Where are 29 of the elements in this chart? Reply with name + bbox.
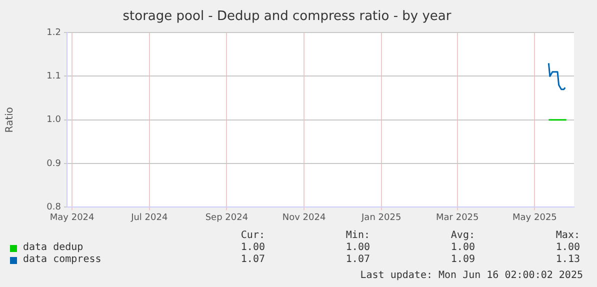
legend-label: data dedup — [23, 242, 84, 254]
text: 1.07 — [240, 254, 265, 266]
text: 1.09 — [450, 254, 475, 266]
y-tick-label: 1.1 — [46, 72, 61, 82]
y-tick-label: 1.2 — [46, 28, 61, 38]
x-tick-label: May 2024 — [50, 212, 95, 223]
text: 1.00 — [450, 242, 475, 254]
y-tick-label: 0.8 — [46, 202, 62, 213]
chart-title: storage pool - Dedup and compress ratio - by year — [122, 9, 452, 24]
y-tick-label: 0.9 — [46, 158, 62, 169]
text: 1.13 — [554, 254, 580, 266]
x-tick-label: Sep 2024 — [205, 212, 248, 223]
text: 1.07 — [344, 254, 370, 266]
text: 1.00 — [554, 242, 580, 254]
x-tick-label: Jul 2024 — [130, 212, 168, 223]
x-tick-label: Mar 2025 — [436, 212, 479, 223]
y-axis-title: Ratio — [4, 107, 16, 133]
text: Last update: Mon Jun 16 02:00:02 2025 — [360, 270, 583, 281]
legend-label: data compress — [23, 254, 102, 266]
text: 1.00 — [240, 242, 265, 254]
text: Max: — [554, 230, 580, 242]
text: 1.00 — [344, 242, 370, 254]
x-tick-label: Nov 2024 — [282, 212, 326, 223]
text: Avg: — [450, 230, 475, 242]
y-tick-label: 1.0 — [46, 115, 62, 126]
x-tick-label: May 2025 — [512, 212, 557, 223]
text: Min: — [344, 230, 370, 242]
x-tick-label: Jan 2025 — [360, 212, 402, 223]
text: Cur: — [240, 230, 265, 242]
